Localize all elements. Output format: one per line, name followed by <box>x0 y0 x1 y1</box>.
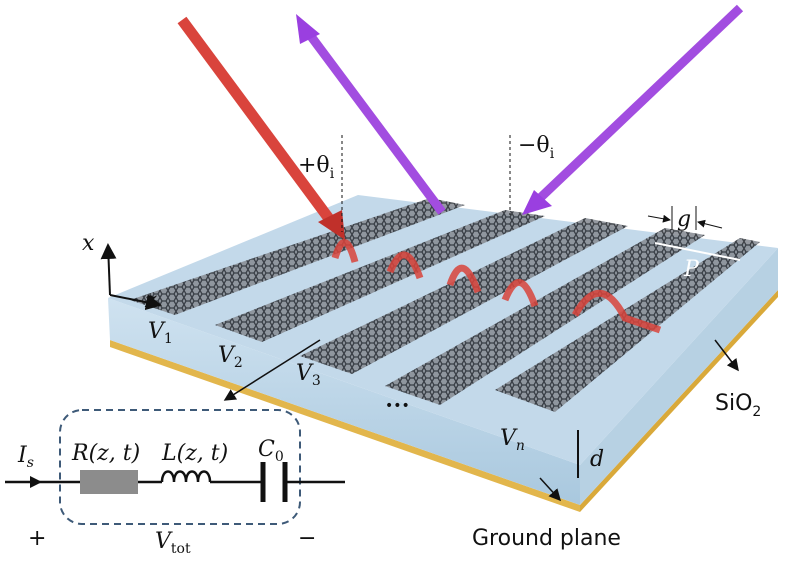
voltage-label: V3 <box>296 361 321 389</box>
voltage-label: V1 <box>148 319 173 347</box>
current-label: Is <box>17 443 34 471</box>
plus-sign: + <box>28 526 46 551</box>
thickness-label: d <box>590 447 604 472</box>
label-part: V <box>500 426 518 451</box>
angle-label: −θi <box>518 133 555 162</box>
label-part: 3 <box>312 373 321 389</box>
minus-sign: − <box>298 526 316 551</box>
waves <box>331 239 662 334</box>
axis-label: x <box>82 231 95 256</box>
label-part: 0 <box>275 449 284 465</box>
voltage-label: Vn <box>500 426 525 454</box>
label-part: I <box>17 443 28 468</box>
angle-label: +θi <box>298 153 335 182</box>
axis-label: z <box>144 288 157 313</box>
ellipsis: ••• <box>385 398 410 414</box>
circuit <box>5 409 345 525</box>
label-part: 1 <box>164 331 173 347</box>
gap-label: g <box>677 207 691 232</box>
label-part: V <box>155 529 173 554</box>
inductor-label: L(z, t) <box>161 441 228 466</box>
label-part: −θ <box>518 133 550 158</box>
label-part: s <box>27 455 34 471</box>
label-part: +θ <box>298 153 330 178</box>
label-part: V <box>218 343 236 368</box>
capacitor-label: C0 <box>258 437 284 465</box>
ground-label: Ground plane <box>472 526 621 551</box>
voltage-total: Vtot <box>155 529 191 557</box>
label-part: SiO <box>715 391 752 416</box>
label-part: 2 <box>752 404 761 420</box>
label-part: 2 <box>234 355 243 371</box>
label-part: i <box>550 146 555 162</box>
beams <box>177 4 744 240</box>
dimension-marks <box>100 206 741 502</box>
label-part: tot <box>171 541 191 557</box>
label-part: V <box>148 319 166 344</box>
resistor-label: R(z, t) <box>71 441 140 466</box>
voltage-label: V2 <box>218 343 243 371</box>
graphene-strips <box>130 198 760 412</box>
label-part: C <box>258 437 275 462</box>
substrate-label: SiO2 <box>715 391 761 420</box>
label-part: V <box>296 361 314 386</box>
period-label: P <box>683 257 700 282</box>
label-part: i <box>330 166 335 182</box>
label-part: n <box>516 438 525 454</box>
